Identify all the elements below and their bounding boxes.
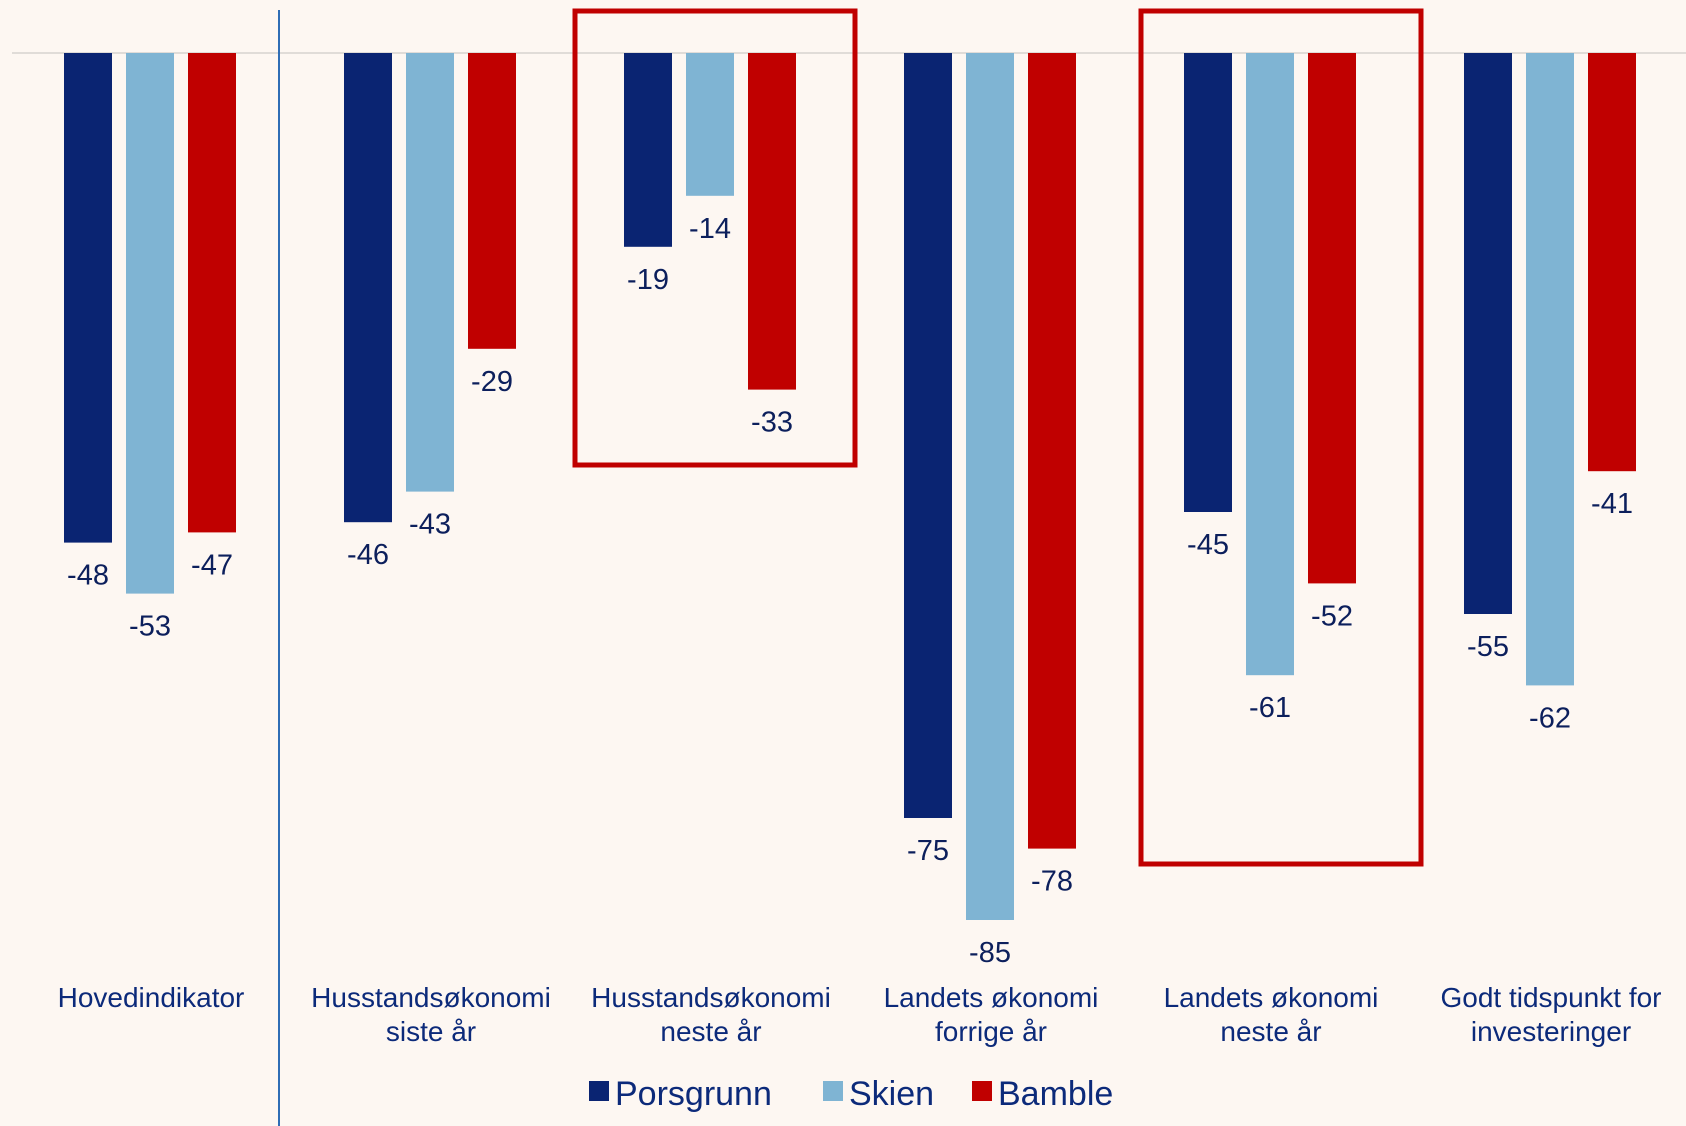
category-label-layer: Hovedindikator Husstandsøkonomi siste år Hu…: [58, 982, 1662, 1047]
legend-label: Bamble: [998, 1075, 1113, 1113]
legend-label: Skien: [849, 1075, 934, 1113]
legend-swatch-porsgrunn: [589, 1081, 609, 1101]
bar-bamble: [188, 53, 236, 533]
legend-swatch-skien: [823, 1081, 843, 1101]
data-label: -85: [969, 937, 1011, 969]
data-label: -29: [471, 366, 513, 398]
bar-porsgrunn: [1464, 53, 1512, 614]
data-label: -33: [751, 407, 793, 439]
data-label: -55: [1467, 631, 1509, 663]
data-label: -53: [129, 611, 171, 643]
data-label: -14: [689, 213, 731, 245]
data-label: -41: [1591, 488, 1633, 520]
bar-skien: [126, 53, 174, 594]
data-label: -78: [1031, 866, 1073, 898]
bar-bamble: [1588, 53, 1636, 472]
highlight-box: [1138, 8, 1424, 867]
bar-layer: [64, 53, 1636, 920]
highlight-boxes: [572, 8, 1424, 867]
data-label: -46: [347, 539, 389, 571]
data-label: -45: [1187, 529, 1229, 561]
bar-skien: [966, 53, 1014, 920]
bar-skien: [1526, 53, 1574, 686]
category-label: Husstandsøkonomi neste år: [591, 982, 831, 1047]
bar-bamble: [748, 53, 796, 390]
bar-bamble: [1028, 53, 1076, 849]
data-label: -19: [627, 264, 669, 296]
bar-porsgrunn: [1184, 53, 1232, 512]
bar-bamble: [468, 53, 516, 349]
highlight-box: [572, 8, 858, 468]
category-label: Husstandsøkonomi siste år: [311, 982, 551, 1047]
category-label: Landets økonomi neste år: [1164, 982, 1379, 1047]
bar-skien: [686, 53, 734, 196]
bar-bamble: [1308, 53, 1356, 584]
data-label: -52: [1311, 600, 1353, 632]
data-label: -62: [1529, 702, 1571, 734]
legend-swatch-bamble: [972, 1081, 992, 1101]
data-label: -61: [1249, 692, 1291, 724]
category-label: Godt tidspunkt for investeringer: [1440, 982, 1661, 1047]
value-label-layer: -48 -46 -19 -75 -45 -55 -53 -43 -14 -85 -61 -62 -47 -…: [67, 213, 1633, 969]
category-label: Landets økonomi forrige år: [884, 982, 1099, 1047]
bar-skien: [406, 53, 454, 492]
data-label: -48: [67, 560, 109, 592]
bar-skien: [1246, 53, 1294, 676]
data-label: -43: [409, 509, 451, 541]
legend: Porsgrunn Skien Bamble: [589, 1075, 1113, 1113]
bar-porsgrunn: [624, 53, 672, 247]
data-label: -75: [907, 835, 949, 867]
bar-porsgrunn: [64, 53, 112, 543]
legend-label: Porsgrunn: [615, 1075, 772, 1113]
bar-porsgrunn: [904, 53, 952, 818]
category-label: Hovedindikator: [58, 982, 245, 1013]
bar-porsgrunn: [344, 53, 392, 523]
data-label: -47: [191, 549, 233, 581]
